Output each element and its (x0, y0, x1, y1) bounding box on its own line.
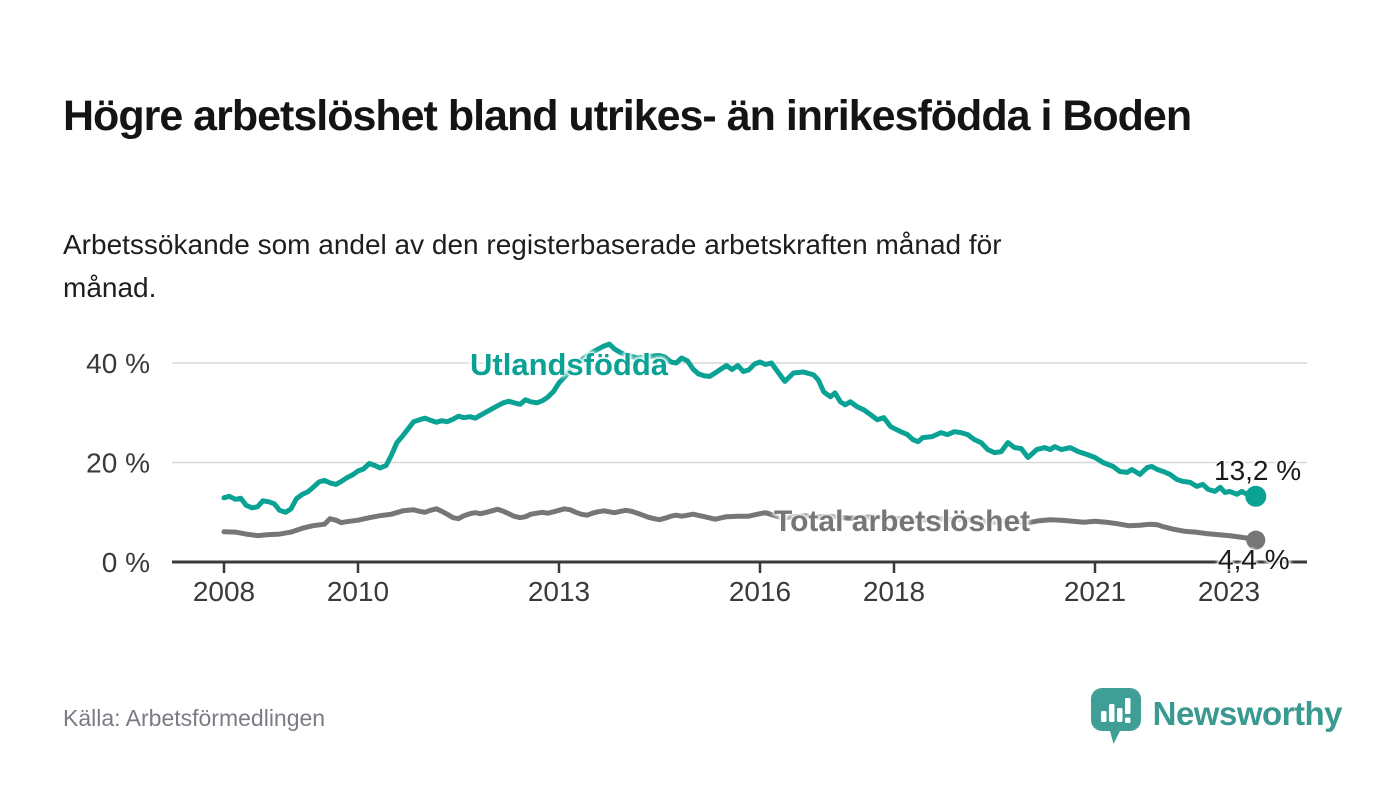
series-line-utlandsfodda (221, 341, 1259, 515)
end-value-label-total: 4,4 % (1218, 544, 1290, 575)
x-axis-tick-label: 2010 (327, 576, 389, 607)
chart-subtitle: Arbetssökande som andel av den registerb… (63, 229, 1002, 303)
series-line-total (221, 506, 1259, 543)
series-label-utlandsfodda: Utlandsfödda (470, 347, 669, 382)
x-axis-tick-label: 2016 (729, 576, 791, 607)
y-axis-tick-label: 40 % (86, 348, 150, 379)
brand-wordmark: Newsworthy (1152, 695, 1343, 732)
brand-link[interactable]: Newsworthy (1090, 687, 1343, 750)
y-axis-tick-label: 0 % (102, 547, 150, 578)
series-end-dot (1246, 530, 1266, 550)
source-note: Källa: Arbetsförmedlingen (63, 705, 326, 731)
x-axis-tick-label: 2018 (863, 576, 925, 607)
x-axis-tick-label: 2021 (1064, 576, 1126, 607)
end-value-label-utlandsfodda: 13,2 % (1214, 455, 1302, 486)
newsworthy-logo-icon (1090, 687, 1142, 750)
x-axis-tick-label: 2008 (193, 576, 255, 607)
y-axis-tick-label: 20 % (86, 448, 150, 479)
x-axis-tick-label: 2013 (528, 576, 590, 607)
series-end-dot (1245, 485, 1267, 507)
x-axis-tick-label: 2023 (1198, 576, 1260, 607)
page-title: Högre arbetslöshet bland utrikes- än inr… (63, 91, 1192, 140)
series-label-total: Total arbetslöshet (774, 505, 1031, 538)
